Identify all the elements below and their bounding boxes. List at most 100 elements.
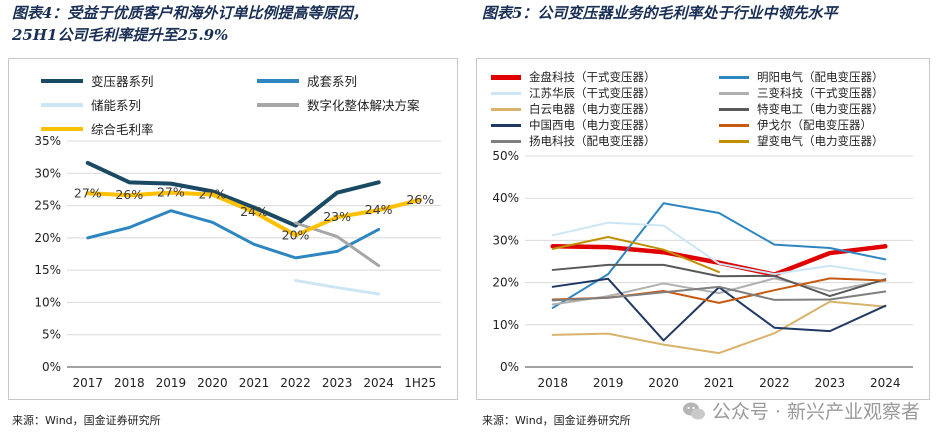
right-legend-swatch (719, 123, 749, 127)
y-tick-label: 10% (34, 295, 61, 309)
series-line-right-1 (551, 202, 887, 309)
right-legend-label: 金盘科技（干式变压器） (529, 70, 656, 84)
right-legend-item: 白云电器（电力变压器） (491, 101, 656, 117)
legend-swatch-digital (257, 102, 299, 107)
right-line-chart: 0% 10% 20% 30% 40% 50% 2018 2019 2020 2021 2022 202… (492, 149, 913, 390)
y-tick-label: 25% (34, 199, 61, 213)
y-tick-label: 15% (34, 263, 61, 277)
y-tick-label: 30% (492, 233, 519, 247)
right-legend-item: 中国西电（电力变压器） (491, 117, 656, 133)
legend-swatch-overall (41, 126, 83, 131)
right-legend-item: 三变科技（干式变压器） (719, 85, 884, 101)
data-label: 27% (199, 187, 227, 202)
legend-item-digital: 数字化整体解决方案 (257, 95, 420, 114)
series-line-left-1 (86, 209, 381, 260)
left-chart-panel: 变压器系列 成套系列 储能系列 数字化整体解决方案 综合毛利率 0% 5% 10% 1… (8, 58, 458, 400)
series-line-right-6 (551, 277, 887, 342)
legend-item-transformer: 变压器系列 (41, 71, 154, 90)
right-legend-label: 特变电工（电力变压器） (757, 102, 884, 116)
series-line-right-8 (551, 285, 887, 302)
x-tick-label: 2022 (759, 376, 790, 390)
x-tick-label: 1H25 (404, 376, 436, 390)
data-label: 26% (406, 192, 434, 207)
right-chart-panel: 金盘科技（干式变压器） 明阳电气（配电变压器） 江苏华辰（干式变压器） 三变科技（干式… (476, 58, 930, 400)
y-tick-label: 0% (500, 360, 519, 374)
right-legend-swatch (719, 91, 749, 95)
right-legend-swatch (491, 139, 521, 143)
x-tick-label: 2018 (537, 376, 568, 390)
watermark: 公众号 · 新兴产业观察者 (682, 397, 920, 424)
data-label: 20% (282, 227, 310, 242)
right-legend-label: 明阳电气（配电变压器） (757, 70, 884, 84)
series-line-right-5 (551, 263, 887, 298)
x-tick-label: 2018 (114, 376, 145, 390)
series-line-right-3 (551, 277, 887, 306)
right-legend-item: 江苏华辰（干式变压器） (491, 85, 656, 101)
right-legend-swatch (491, 123, 521, 127)
series-line-left-0 (85, 160, 381, 228)
right-legend-swatch (719, 75, 749, 79)
left-source: 来源：Wind，国金证券研究所 (12, 414, 161, 427)
series-line-right-0 (550, 244, 888, 277)
legend-item-storage: 储能系列 (41, 95, 141, 114)
y-tick-label: 35% (34, 134, 61, 148)
data-label: 24% (240, 204, 268, 219)
y-tick-label: 30% (34, 166, 61, 180)
data-label: 23% (323, 209, 351, 224)
x-tick-label: 2024 (363, 376, 394, 390)
y-tick-label: 5% (42, 328, 61, 342)
left-chart-title: 图表4：受益于优质客户和海外订单比例提高等原因， 25H1公司毛利率提升至25.… (12, 2, 367, 46)
x-tick-label: 2019 (156, 376, 187, 390)
x-tick-label: 2021 (239, 376, 270, 390)
watermark-text: 公众号 · 新兴产业观察者 (711, 401, 920, 423)
legend-label-transformer: 变压器系列 (91, 74, 154, 89)
left-title-line-2: 25H1公司毛利率提升至25.9% (12, 26, 229, 44)
right-legend-label: 中国西电（电力变压器） (529, 118, 656, 132)
right-legend-item: 望变电气（电力变压器） (719, 133, 884, 149)
y-tick-label: 20% (492, 276, 519, 290)
right-legend-label: 三变科技（干式变压器） (757, 86, 884, 100)
series-line-left-4 (85, 190, 423, 238)
right-chart-title: 图表5：公司变压器业务的毛利率处于行业中领先水平 (482, 4, 838, 22)
series-line-right-4 (551, 300, 887, 355)
y-tick-label: 20% (34, 231, 61, 245)
data-label: 27% (74, 185, 102, 200)
right-legend-swatch (491, 74, 521, 80)
legend-swatch-storage (41, 102, 83, 107)
y-tick-label: 50% (492, 149, 519, 163)
right-legend-label: 伊戈尔（配电变压器） (757, 118, 872, 132)
x-tick-label: 2023 (322, 376, 353, 390)
right-legend-label: 白云电器（电力变压器） (529, 102, 656, 116)
x-tick-label: 2021 (704, 376, 735, 390)
right-legend-swatch (719, 107, 749, 111)
legend-swatch-switchgear (257, 78, 299, 83)
legend-label-digital: 数字化整体解决方案 (307, 98, 420, 113)
legend-item-overall: 综合毛利率 (41, 119, 154, 138)
legend-label-storage: 储能系列 (91, 98, 142, 113)
y-tick-label: 10% (492, 318, 519, 332)
legend-label-overall: 综合毛利率 (91, 122, 154, 137)
x-tick-label: 2023 (815, 376, 846, 390)
wechat-icon (682, 402, 705, 419)
x-tick-label: 2019 (593, 376, 624, 390)
x-tick-label: 2022 (280, 376, 311, 390)
right-source: 来源：Wind，国金证券研究所 (482, 414, 631, 427)
data-label: 26% (115, 187, 143, 202)
right-legend-item: 金盘科技（干式变压器） (491, 69, 656, 85)
data-label: 24% (365, 202, 393, 217)
x-tick-label: 2017 (73, 376, 104, 390)
y-tick-label: 40% (492, 191, 519, 205)
series-line-left-2 (294, 278, 381, 296)
right-legend-item: 伊戈尔（配电变压器） (719, 117, 872, 133)
x-tick-label: 2020 (648, 376, 679, 390)
y-tick-label: 0% (42, 360, 61, 374)
data-label: 27% (157, 185, 185, 200)
right-legend-swatch (719, 139, 749, 143)
right-legend-swatch (491, 91, 521, 95)
series-line-right-2 (551, 221, 887, 276)
x-tick-label: 2020 (197, 376, 228, 390)
right-legend-item: 明阳电气（配电变压器） (719, 69, 884, 85)
legend-item-switchgear: 成套系列 (257, 71, 357, 90)
right-legend-item: 特变电工（电力变压器） (719, 101, 884, 117)
left-title-line-1: 图表4：受益于优质客户和海外订单比例提高等原因， (12, 4, 368, 22)
